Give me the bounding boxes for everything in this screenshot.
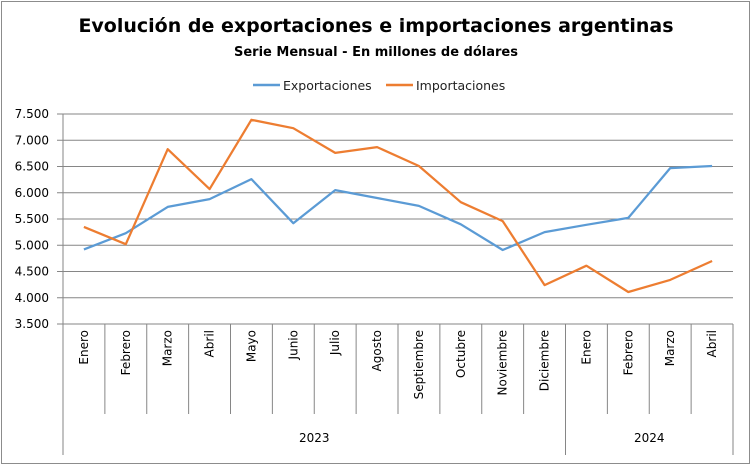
y-tick-label: 5.000 [15, 238, 49, 252]
y-tick-label: 6.500 [15, 160, 49, 174]
y-tick-label: 5.500 [15, 212, 49, 226]
series-line-importaciones [83, 118, 713, 294]
chart-subtitle: Serie Mensual - En millones de dólares [234, 45, 518, 60]
x-tick-label: Marzo [663, 330, 677, 366]
legend-label-exportaciones: Exportaciones [283, 78, 372, 93]
y-tick-label: 7.500 [15, 107, 49, 121]
x-group-label: 2023 [299, 431, 330, 445]
legend: Exportaciones Importaciones [253, 78, 505, 93]
y-tick-label: 4.000 [15, 291, 49, 305]
x-axis: Enero Febrero Marzo Abril Mayo Junio Julio Agos… [77, 324, 734, 455]
x-group-label: 2024 [634, 431, 665, 445]
x-tick-label: Enero [77, 330, 91, 365]
x-tick-label: Marzo [161, 330, 175, 366]
gridlines [57, 113, 733, 455]
y-tick-label: 4.500 [15, 265, 49, 279]
x-tick-label: Enero [579, 330, 593, 365]
series-line-exportaciones [83, 164, 713, 252]
x-tick-label: Febrero [621, 330, 635, 375]
x-tick-label: Febrero [119, 330, 133, 375]
y-tick-label: 3.500 [15, 317, 49, 331]
x-tick-label: Abril [705, 330, 719, 357]
legend-label-importaciones: Importaciones [416, 78, 505, 93]
x-tick-label: Octubre [454, 330, 468, 378]
x-tick-label: Abril [203, 330, 217, 357]
x-tick-label: Julio [328, 330, 342, 356]
y-axis-ticks: 3.500 4.000 4.500 5.000 5.500 6.000 6.500 7.000… [15, 107, 49, 331]
x-tick-label: Septiembre [412, 330, 426, 399]
x-tick-label: Mayo [244, 330, 258, 362]
series-lines [83, 118, 713, 294]
y-tick-label: 6.000 [15, 186, 49, 200]
x-tick-label: Diciembre [538, 330, 552, 391]
chart-title: Evolución de exportaciones e importacion… [78, 15, 673, 37]
x-tick-label: Noviembre [496, 330, 510, 396]
x-tick-label: Agosto [370, 330, 384, 371]
y-tick-label: 7.000 [15, 133, 49, 147]
x-tick-label: Junio [286, 330, 300, 360]
